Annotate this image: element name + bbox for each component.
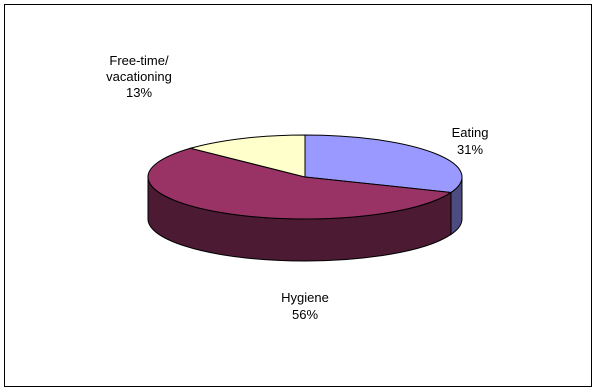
pie-top [147,134,463,220]
pie-slice-2 [188,134,306,178]
pie-slice-0 [304,134,463,193]
slice-label-1: Hygiene [281,290,329,305]
slice-label-0: Eating [452,125,489,140]
pie-slice-1 [147,147,453,220]
slice-value-2: 13% [126,85,152,100]
slice-value-0: 31% [457,142,483,157]
slice-label-2: Free-time/vacationing [106,53,172,84]
slice-value-1: 56% [292,307,318,322]
pie-labels: Eating 31% Hygiene 56% Free-time/vacationing… [106,53,488,322]
